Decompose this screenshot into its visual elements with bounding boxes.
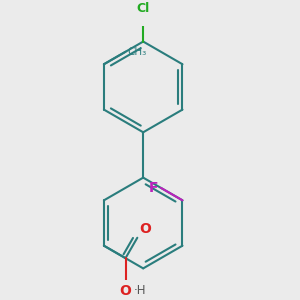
Text: ·H: ·H xyxy=(134,284,146,297)
Text: CH₃: CH₃ xyxy=(127,47,147,57)
Text: O: O xyxy=(120,284,131,298)
Text: O: O xyxy=(139,222,151,236)
Text: F: F xyxy=(149,181,159,195)
Text: Cl: Cl xyxy=(136,2,150,15)
